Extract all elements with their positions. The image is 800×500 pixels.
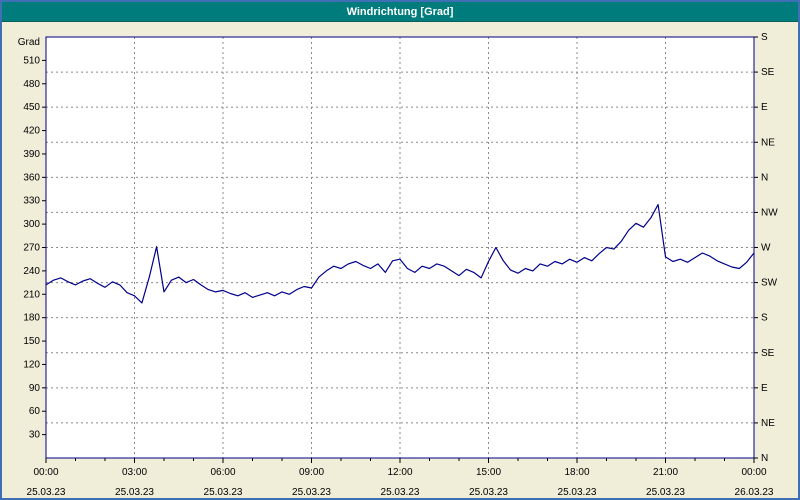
x-date-label: 25.03.23 bbox=[381, 487, 420, 498]
chart-title-bar: Windrichtung [Grad] bbox=[2, 2, 798, 22]
x-time-label: 18:00 bbox=[564, 467, 589, 478]
x-date-label: 25.03.23 bbox=[469, 487, 508, 498]
x-date-label: 26.03.23 bbox=[735, 487, 774, 498]
x-date-label: 25.03.23 bbox=[115, 487, 154, 498]
y-right-tick-label: E bbox=[761, 383, 768, 394]
x-date-label: 25.03.23 bbox=[204, 487, 243, 498]
y-left-tick-label: 210 bbox=[23, 289, 40, 300]
y-left-tick-label: 150 bbox=[23, 336, 40, 347]
wind-direction-series bbox=[45, 204, 755, 304]
y-right-tick-label: NW bbox=[761, 207, 778, 218]
y-right-tick-label: N bbox=[761, 172, 768, 183]
x-time-label: 09:00 bbox=[299, 467, 324, 478]
y-left-tick-label: 120 bbox=[23, 359, 40, 370]
x-time-label: 21:00 bbox=[653, 467, 678, 478]
y-left-tick-label: 390 bbox=[23, 149, 40, 160]
chart-title: Windrichtung [Grad] bbox=[346, 5, 454, 18]
plot-border bbox=[45, 36, 755, 459]
y-left-tick-label: 30 bbox=[29, 430, 41, 441]
x-time-label: 00:00 bbox=[741, 467, 766, 478]
y-left-tick-label: 360 bbox=[23, 172, 40, 183]
y-left-tick-label: 240 bbox=[23, 266, 40, 277]
y-right-tick-label: W bbox=[761, 243, 771, 254]
y-left-tick-label: 180 bbox=[23, 313, 40, 324]
y-right-tick-label: NE bbox=[761, 137, 775, 148]
x-time-label: 03:00 bbox=[122, 467, 147, 478]
y-left-tick-label: 510 bbox=[23, 55, 40, 66]
x-time-label: 06:00 bbox=[210, 467, 235, 478]
x-time-label: 15:00 bbox=[476, 467, 501, 478]
y-left-tick-label: 450 bbox=[23, 102, 40, 113]
y-left-tick-label: 420 bbox=[23, 126, 40, 137]
y-left-unit-label: Grad bbox=[18, 37, 40, 48]
y-left-tick-label: 270 bbox=[23, 243, 40, 254]
y-right-tick-label: SE bbox=[761, 348, 775, 359]
y-right-tick-label: NE bbox=[761, 418, 775, 429]
y-right-tick-label: S bbox=[761, 313, 768, 324]
x-date-label: 25.03.23 bbox=[558, 487, 597, 498]
x-date-label: 25.03.23 bbox=[646, 487, 685, 498]
y-right-tick-label: E bbox=[761, 102, 768, 113]
y-right-tick-label: S bbox=[761, 32, 768, 43]
wind-direction-line-chart: 30 60 90 120 150 180 210 240 270 300 330 360 390 420 4… bbox=[18, 32, 778, 498]
x-date-label: 25.03.23 bbox=[27, 487, 66, 498]
y-left-tick-label: 60 bbox=[29, 406, 41, 417]
y-right-tick-label: N bbox=[761, 453, 768, 464]
x-date-label: 25.03.23 bbox=[292, 487, 331, 498]
x-time-label: 00:00 bbox=[33, 467, 58, 478]
y-left-tick-label: 90 bbox=[29, 383, 41, 394]
y-left-tick-label: 300 bbox=[23, 219, 40, 230]
y-left-tick-label: 330 bbox=[23, 196, 40, 207]
y-right-tick-label: SW bbox=[761, 278, 778, 289]
x-time-label: 12:00 bbox=[387, 467, 412, 478]
y-right-tick-label: SE bbox=[761, 67, 775, 78]
y-left-tick-label: 480 bbox=[23, 79, 40, 90]
